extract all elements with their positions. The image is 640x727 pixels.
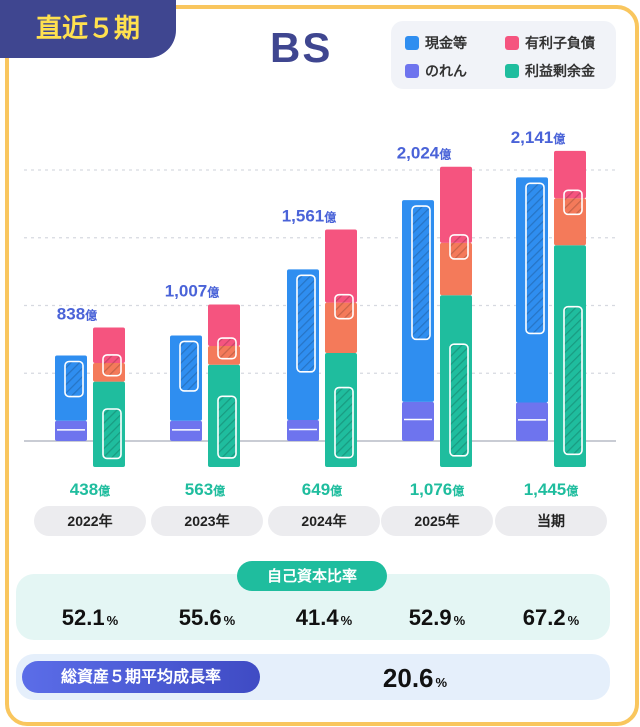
equity-ratio-value: 67.2% (495, 605, 607, 631)
chart-title: BS (270, 24, 333, 71)
ratio-number: 67.2 (522, 605, 566, 630)
year-label: 2022年 (34, 506, 146, 536)
ratio-number: 41.4 (295, 605, 339, 630)
ratio-unit: % (340, 613, 353, 628)
other-liabilities-bar (440, 166, 472, 243)
growth-number: 20.6 (382, 663, 434, 693)
hatch-overlay (64, 360, 84, 398)
other-liabilities-bar (93, 327, 125, 363)
retained-earnings-label: 1,076億 (410, 480, 465, 499)
bars (55, 150, 586, 467)
goodwill-bar (402, 401, 434, 441)
year-label: 2024年 (268, 506, 380, 536)
growth-title: 総資産５期平均成長率 (22, 661, 260, 693)
ratio-unit: % (106, 613, 119, 628)
growth-value: 20.6% (340, 663, 490, 694)
goodwill-bar (516, 402, 548, 441)
ratio-number: 52.1 (61, 605, 105, 630)
other-liabilities-bar (554, 150, 586, 199)
total-assets-label: 838億 (57, 304, 97, 323)
hatch-overlay (296, 274, 316, 373)
legend: 現金等 有利子負債 のれん 利益剰余金 (391, 21, 616, 89)
hatch-overlay (449, 343, 469, 457)
ratio-number: 52.9 (408, 605, 452, 630)
legend-item-goodwill: のれん (405, 61, 467, 81)
equity-swatch-icon (505, 64, 519, 78)
cash-swatch-icon (405, 36, 419, 50)
retained-earnings-label: 649億 (302, 480, 342, 499)
retained-earnings-label: 1,445億 (524, 480, 579, 499)
equity-ratio-value: 41.4% (268, 605, 380, 631)
hatch-overlay (179, 340, 199, 392)
ratio-unit: % (453, 613, 466, 628)
debt-swatch-icon (505, 36, 519, 50)
data-labels: 838億 438億 1,007億 563億 1,561億 649億 2,024億 1,076億… (57, 128, 578, 499)
legend-item-cash: 現金等 (405, 33, 467, 53)
goodwill-bar (55, 420, 87, 441)
total-assets-label: 1,561億 (282, 206, 337, 225)
legend-item-equity: 利益剰余金 (505, 61, 595, 81)
total-assets-label: 2,024億 (397, 144, 452, 163)
total-assets-label: 1,007億 (165, 282, 220, 301)
retained-earnings-label: 563億 (185, 480, 225, 499)
equity-ratio-value: 55.6% (151, 605, 263, 631)
legend-label: 利益剰余金 (525, 64, 595, 80)
year-label: 当期 (495, 506, 607, 536)
year-label: 2023年 (151, 506, 263, 536)
legend-label: 有利子負債 (525, 36, 595, 52)
equity-ratio-value: 52.9% (381, 605, 493, 631)
hatch-overlay (449, 234, 469, 260)
hatch-overlay (334, 293, 354, 320)
legend-label: のれん (425, 64, 467, 80)
total-assets-label: 2,141億 (511, 128, 566, 147)
hatch-overlay (334, 386, 354, 459)
hatch-overlay (102, 408, 122, 460)
equity-ratio-title: 自己資本比率 (237, 561, 387, 591)
legend-item-debt: 有利子負債 (505, 33, 595, 53)
ratio-unit: % (223, 613, 236, 628)
ratio-number: 55.6 (178, 605, 222, 630)
goodwill-swatch-icon (405, 64, 419, 78)
hatch-overlay (563, 189, 583, 216)
growth-unit: % (435, 675, 448, 690)
retained-earnings-label: 438億 (70, 480, 110, 499)
hatch-overlay (563, 305, 583, 456)
other-liabilities-bar (325, 229, 357, 303)
hatch-overlay (102, 354, 122, 377)
goodwill-bar (287, 419, 319, 441)
hatch-overlay (525, 182, 545, 335)
year-label: 2025年 (381, 506, 493, 536)
legend-label: 現金等 (425, 36, 467, 52)
ratio-unit: % (567, 613, 580, 628)
goodwill-bar (170, 420, 202, 441)
hatch-overlay (411, 205, 431, 341)
period-badge: 直近５期 (0, 0, 176, 58)
other-liabilities-bar (208, 304, 240, 347)
hatch-overlay (217, 337, 237, 360)
equity-ratio-value: 52.1% (34, 605, 146, 631)
hatch-overlay (217, 395, 237, 459)
